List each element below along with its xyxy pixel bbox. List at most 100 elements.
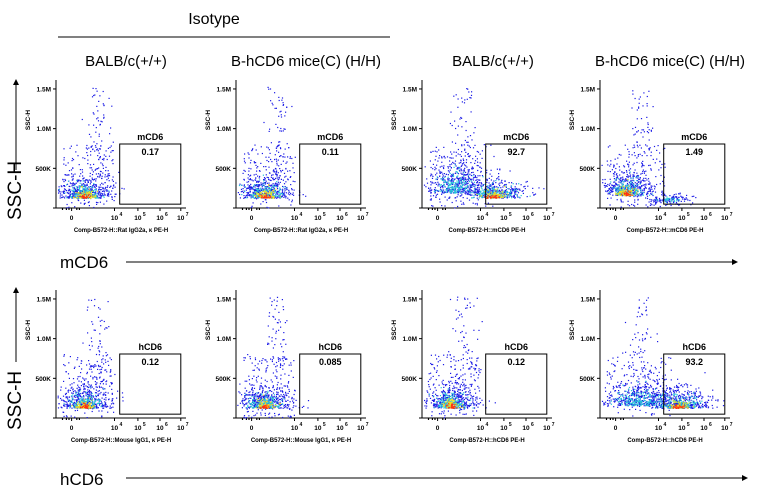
scatter-point [460, 155, 462, 157]
scatter-point [472, 197, 474, 199]
scatter-point [72, 183, 74, 185]
scatter-point [98, 307, 100, 309]
scatter-point [458, 178, 460, 180]
scatter-point [65, 396, 67, 398]
scatter-point [513, 196, 516, 198]
scatter-point [265, 156, 267, 158]
scatter-point [652, 106, 654, 108]
scatter-point [659, 199, 661, 202]
scatter-point [641, 162, 643, 164]
scatter-point [462, 189, 464, 191]
scatter-point [467, 187, 469, 189]
scatter-point [76, 196, 78, 198]
scatter-point [87, 197, 89, 199]
scatter-point [454, 207, 456, 209]
scatter-point [469, 181, 471, 183]
scatter-point [87, 191, 89, 193]
scatter-point [622, 176, 624, 178]
scatter-point [109, 133, 111, 135]
scatter-point [280, 170, 282, 172]
scatter-point [264, 183, 266, 185]
scatter-point [621, 181, 623, 183]
scatter-point [99, 351, 101, 353]
scatter-point [63, 415, 65, 417]
scatter-point [625, 184, 627, 186]
scatter-point [95, 189, 97, 191]
scatter-point [101, 121, 103, 123]
scatter-point [285, 195, 287, 197]
scatter-point [266, 190, 268, 192]
scatter-point [479, 166, 481, 168]
scatter-point [456, 176, 458, 178]
scatter-point [639, 188, 641, 190]
scatter-point [106, 327, 108, 329]
scatter-point [609, 165, 611, 167]
scatter-point [86, 371, 88, 373]
panel-y-label: SSC-H [25, 110, 32, 131]
scatter-point [265, 191, 267, 193]
scatter-point [512, 195, 515, 197]
scatter-point [90, 385, 92, 387]
scatter-point [610, 189, 612, 191]
scatter-point [109, 405, 111, 407]
scatter-point [664, 166, 666, 168]
scatter-point [513, 190, 515, 192]
scatter-point [113, 411, 115, 413]
scatter-point [502, 192, 505, 194]
scatter-point [85, 385, 87, 387]
scatter-point [270, 190, 272, 192]
x-tick-label: 10 [111, 425, 119, 432]
scatter-point [614, 171, 616, 173]
scatter-point [632, 194, 634, 196]
scatter-point [83, 396, 85, 398]
scatter-point [650, 200, 652, 203]
scatter-point [487, 189, 489, 191]
x-tick-exponent: 7 [552, 212, 555, 218]
scatter-point [85, 197, 87, 199]
scatter-point [267, 86, 269, 88]
scatter-point [466, 174, 469, 176]
scatter-point [263, 180, 265, 182]
scatter-point [256, 198, 258, 200]
scatter-point [426, 182, 429, 184]
scatter-point [671, 196, 673, 198]
scatter-point [87, 391, 89, 393]
scatter-point [649, 183, 651, 185]
scatter-point [267, 189, 269, 191]
scatter-point [86, 184, 88, 187]
scatter-point [262, 195, 264, 197]
scatter-point [492, 191, 494, 193]
scatter-point [618, 181, 620, 183]
scatter-point [642, 194, 644, 196]
scatter-point [113, 403, 115, 405]
scatter-point [266, 206, 268, 208]
scatter-point [442, 187, 444, 189]
scatter-point [636, 192, 638, 194]
scatter-point [90, 395, 93, 397]
scatter-point [498, 176, 500, 178]
scatter-point [88, 389, 91, 391]
scatter-point [248, 187, 250, 189]
scatter-point [283, 153, 285, 155]
scatter-point [91, 196, 93, 199]
scatter-point [515, 190, 517, 193]
scatter-point [626, 194, 629, 196]
scatter-point [101, 380, 103, 382]
scatter-point [615, 194, 617, 196]
scatter-point [84, 401, 86, 403]
x-tick-exponent: 7 [730, 212, 733, 218]
scatter-point [79, 387, 81, 389]
scatter-point [103, 398, 105, 400]
scatter-point [238, 184, 241, 187]
scatter-point [99, 157, 101, 159]
scatter-point [91, 190, 93, 192]
scatter-point [611, 184, 613, 186]
scatter-point [111, 196, 113, 199]
scatter-point [438, 169, 440, 171]
scatter-point [63, 196, 65, 198]
scatter-point [441, 193, 443, 195]
x-tick-exponent: 4 [120, 212, 123, 218]
scatter-point [494, 191, 496, 194]
scatter-point [88, 201, 90, 203]
scatter-point [69, 389, 71, 392]
